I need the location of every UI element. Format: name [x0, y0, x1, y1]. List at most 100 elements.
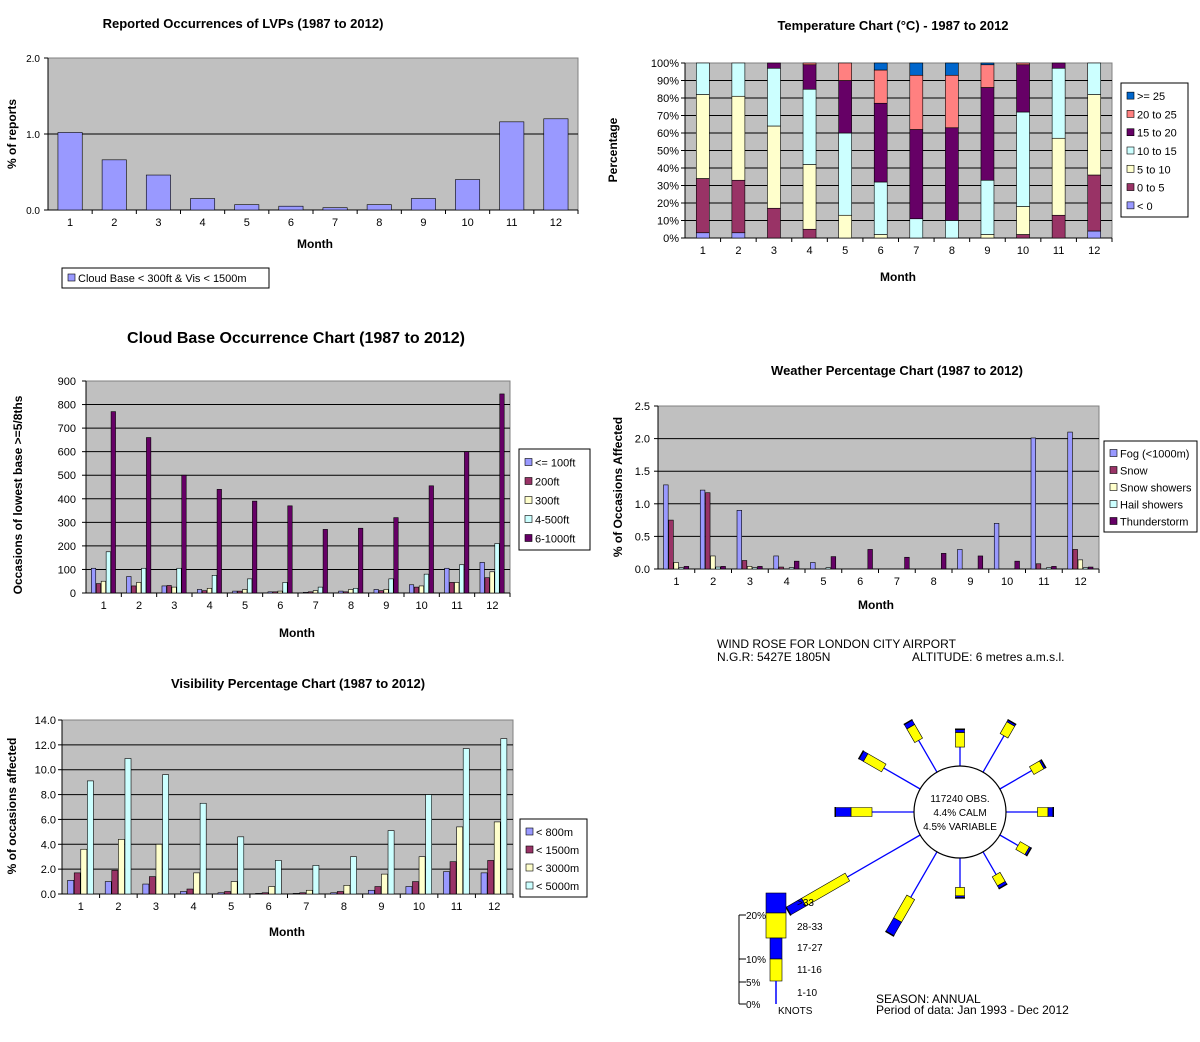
cloudbase-bar [272, 591, 278, 594]
cloudbase-bar [206, 587, 212, 594]
weather-bar [810, 562, 816, 570]
temperature-bar [1051, 62, 1066, 69]
cloudbase-x-tick-label: 12 [486, 600, 498, 612]
cloudbase-plot-area [85, 380, 511, 594]
cloudbase-bar [216, 489, 222, 594]
visibility-bar [425, 794, 432, 895]
cloudbase-bar [131, 585, 137, 594]
weather-x-tick-label: 1 [673, 576, 679, 588]
temperature-legend-swatch [1126, 110, 1135, 118]
windrose-center-text: 4.4% CALM [933, 808, 986, 819]
visibility-legend-swatch [525, 845, 534, 854]
visibility-y-tick-label: 4.0 [41, 839, 56, 851]
visibility-bar [124, 758, 132, 895]
visibility-bar [67, 880, 75, 895]
cloudbase-bar [267, 591, 273, 594]
cloudbase-bar [110, 411, 116, 594]
visibility-bar [268, 886, 276, 895]
weather-bar [710, 555, 716, 570]
lvp-x-tick-label: 3 [155, 217, 161, 229]
visibility-bar [274, 860, 282, 895]
visibility-x-tick-label: 5 [228, 901, 234, 913]
visibility-bar [224, 891, 231, 895]
windrose-spoke-cap [1040, 759, 1047, 769]
temperature-bar [909, 218, 924, 239]
cloudbase-bar [176, 567, 182, 594]
lvp-x-tick-label: 12 [550, 217, 562, 229]
weather-bar [993, 523, 1000, 570]
temperature-bar [980, 234, 995, 239]
visibility-bar [162, 774, 169, 895]
visibility-bar [155, 843, 163, 895]
cloudbase-bar [499, 393, 505, 594]
cloudbase-x-tick-label: 4 [207, 600, 213, 612]
visibility-bar [292, 893, 300, 895]
temperature-bar [838, 62, 852, 81]
lvp-x-tick-label: 1 [67, 217, 73, 229]
weather-x-tick-label: 3 [747, 576, 753, 588]
cloudbase-legend-label: 6-1000ft [535, 534, 575, 546]
windrose-key-speed-label: 1-10 [797, 988, 817, 999]
visibility-bar [443, 871, 450, 895]
lvp-bar [57, 132, 83, 211]
visibility-x-tick-label: 4 [190, 901, 196, 913]
windrose-key-band-28 [765, 912, 787, 939]
temperature-x-tick-label: 4 [806, 245, 812, 257]
wind-rose: WIND ROSE FOR LONDON CITY AIRPORTN.G.R: … [717, 637, 1069, 1017]
cloudbase-bar [211, 575, 217, 594]
visibility-bar [261, 892, 269, 895]
cloudbase-bar [95, 583, 101, 594]
temperature-bar [731, 232, 746, 239]
weather-bar [1014, 560, 1020, 570]
visibility-bar [418, 856, 426, 895]
temperature-y-tick-label: 100% [651, 58, 679, 70]
weather-legend-label: Fog (<1000m) [1120, 449, 1189, 461]
weather-x-tick-label: 9 [967, 576, 973, 588]
visibility-bar [343, 884, 351, 895]
weather-bar [757, 566, 763, 570]
windrose-scale-label: 5% [746, 978, 761, 989]
temperature-x-tick-label: 7 [913, 245, 919, 257]
weather-bar [678, 567, 684, 570]
weather-bar [1088, 566, 1094, 570]
temperature-bar [980, 179, 995, 235]
cloudbase-x-tick-label: 5 [242, 600, 248, 612]
cloudbase-bar [161, 585, 167, 594]
weather-x-tick-label: 6 [857, 576, 863, 588]
temperature-legend-swatch [1126, 164, 1135, 173]
lvp-x-axis-label: Month [297, 237, 333, 251]
lvp-bar [145, 174, 171, 211]
temperature-y-axis-label: Percentage [606, 117, 620, 182]
weather-y-tick-label: 0.0 [635, 564, 650, 576]
temperature-bar [1087, 174, 1102, 232]
cloudbase-bar [282, 582, 288, 594]
temperature-bar [802, 164, 817, 230]
windrose-spoke-cap [857, 750, 865, 760]
cloudbase-bar [388, 578, 394, 594]
lvp-x-tick-label: 11 [506, 217, 517, 229]
cloudbase-bar [343, 591, 349, 594]
temperature-y-tick-label: 60% [657, 128, 679, 140]
visibility-bar [305, 889, 313, 895]
lvp-y-axis-label: % of reports [5, 99, 19, 169]
weather-bar [1067, 431, 1073, 570]
temperature-y-tick-label: 10% [657, 216, 679, 228]
temperature-bar [873, 102, 888, 183]
weather-bar [668, 519, 674, 570]
temperature-y-tick-label: 30% [657, 181, 679, 193]
cloudbase-y-tick-label: 200 [58, 541, 76, 553]
lvp-x-tick-label: 10 [461, 217, 473, 229]
weather-chart: Weather Percentage Chart (1987 to 2012) 0… [611, 363, 1198, 612]
temperature-bar [873, 234, 888, 239]
visibility-bar [237, 836, 245, 895]
lvp-x-tick-label: 4 [200, 217, 206, 229]
visibility-y-tick-label: 0.0 [41, 889, 56, 901]
visibility-x-tick-label: 1 [78, 901, 84, 913]
lvp-y-tick-label: 0.0 [26, 206, 40, 217]
weather-legend-label: Snow showers [1120, 483, 1192, 495]
temperature-x-tick-label: 12 [1088, 245, 1100, 257]
cloudbase-x-tick-label: 10 [416, 600, 428, 612]
lvp-x-tick-label: 8 [376, 217, 382, 229]
visibility-bar [405, 886, 413, 895]
windrose-key-speed-label: 17-27 [797, 943, 823, 954]
